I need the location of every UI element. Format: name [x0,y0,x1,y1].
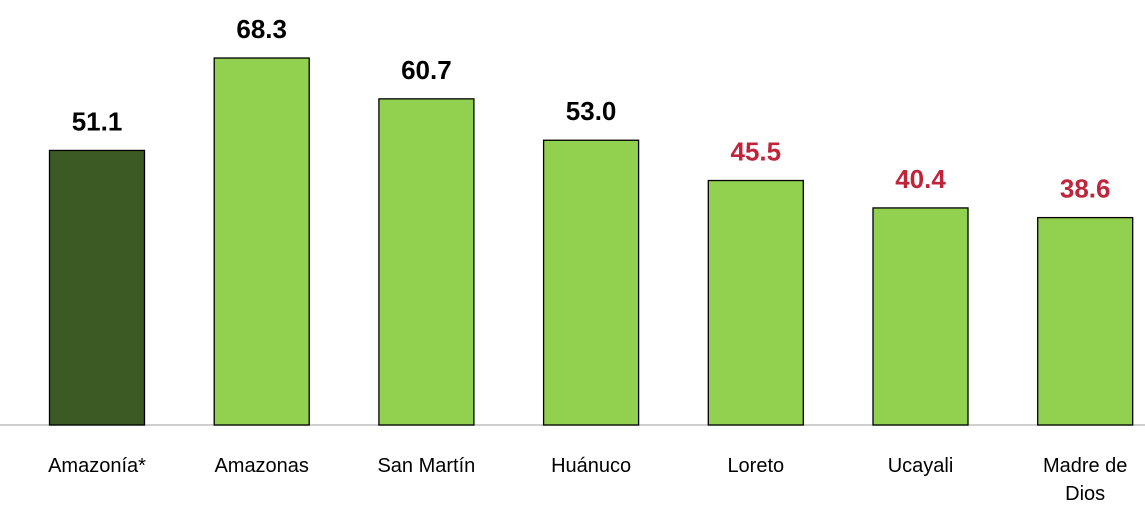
x-tick-label: Huánuco [551,455,632,477]
value-label: 38.6 [1060,174,1111,204]
value-label: 51.1 [72,106,123,136]
bar [542,139,640,426]
bar [48,149,146,426]
x-tick-label: San Martín [377,455,476,477]
value-label: 60.7 [401,55,452,85]
x-tick-label: Loreto [727,455,785,477]
value-label: 40.4 [895,164,946,194]
x-tick-label: Madre de Dios [1042,455,1128,505]
bar [1037,216,1134,426]
x-tick-label: Ucayali [887,455,954,477]
bar [213,57,310,426]
value-label: 53.0 [566,96,617,126]
value-label: 45.5 [730,137,781,167]
bar [707,179,804,426]
x-tick-label: Amazonas [214,455,309,477]
bar [378,98,475,426]
bar [872,207,969,426]
value-label: 68.3 [236,14,287,44]
x-tick-label: Amazonía* [48,455,146,477]
